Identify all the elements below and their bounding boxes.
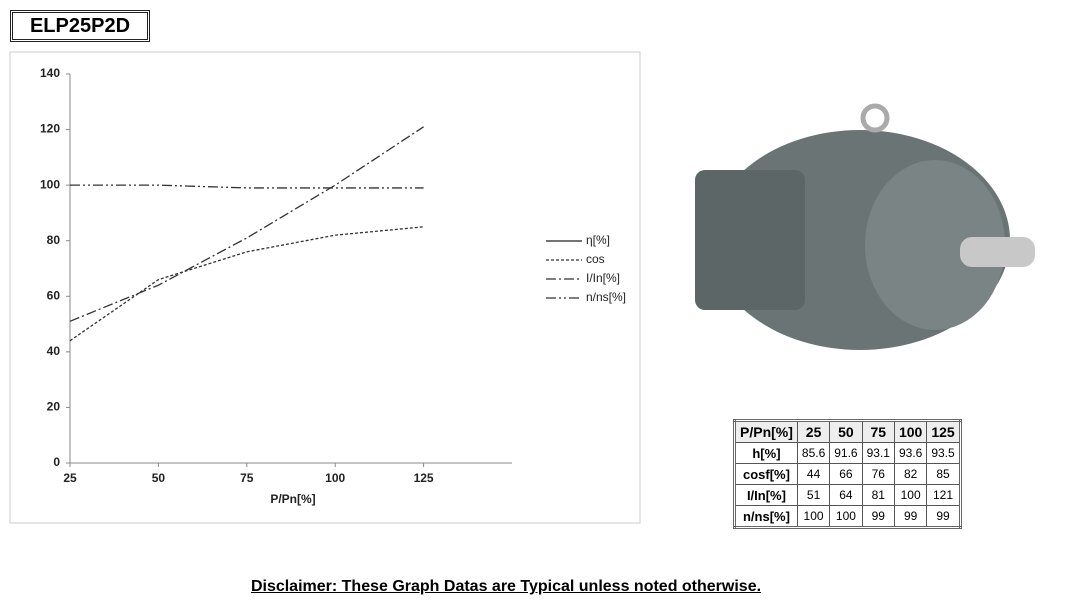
legend-label: I/In[%] xyxy=(586,271,620,285)
table-cell: 99 xyxy=(926,505,961,528)
y-tick-label: 120 xyxy=(40,122,60,136)
table-cell: 51 xyxy=(796,484,831,506)
y-tick-label: 140 xyxy=(40,66,60,80)
end-shield xyxy=(865,160,1005,330)
table-cell: 93.6 xyxy=(893,442,928,464)
table-cell: cosf[%] xyxy=(734,463,798,485)
chart-frame xyxy=(9,51,641,524)
eye-bolt xyxy=(860,103,890,133)
x-axis-label: P/Pn[%] xyxy=(270,492,315,506)
table-cell: 93.1 xyxy=(861,442,895,464)
table-row: h[%] 85.6 91.6 93.1 93.6 93.5 xyxy=(734,442,961,464)
table-cell: 91.6 xyxy=(829,442,863,464)
title: ELP25P2D xyxy=(10,10,150,42)
table-cell: I/In[%] xyxy=(734,484,798,506)
x-tick-label: 125 xyxy=(414,471,434,485)
table-cell: 81 xyxy=(861,484,895,506)
y-tick-label: 100 xyxy=(40,177,60,191)
table-cell: 85 xyxy=(926,463,961,485)
table-cell: P/Pn[%] xyxy=(734,420,798,443)
table-cell: 99 xyxy=(861,505,895,528)
y-tick-label: 40 xyxy=(47,344,61,358)
table-cell: 50 xyxy=(829,420,863,443)
table-cell: 25 xyxy=(796,420,831,443)
table-cell: 100 xyxy=(893,484,928,506)
legend-label: cos xyxy=(586,252,605,266)
table-cell: 93.5 xyxy=(926,442,961,464)
shaft xyxy=(960,237,1035,267)
table-cell: 99 xyxy=(893,505,928,528)
series-line xyxy=(69,226,424,342)
table-cell: 82 xyxy=(893,463,928,485)
table-cell: 85.6 xyxy=(796,442,831,464)
table-cell: h[%] xyxy=(734,442,798,464)
y-tick-label: 60 xyxy=(47,288,61,302)
motor-photo xyxy=(695,103,1035,350)
table-cell: 75 xyxy=(861,420,895,443)
x-tick-label: 25 xyxy=(63,471,77,485)
table-cell: 125 xyxy=(926,420,961,443)
table-cell: 100 xyxy=(829,505,863,528)
table-cell: n/ns[%] xyxy=(734,505,798,528)
table-cell: 100 xyxy=(893,420,928,443)
data-table: P/Pn[%] 25 50 75 100 125 h[%] 85.6 91.6 93.1 93.6 9… xyxy=(733,419,962,529)
y-tick-label: 20 xyxy=(47,400,61,414)
table-row: cosf[%] 44 66 76 82 85 xyxy=(734,463,961,485)
y-tick-label: 80 xyxy=(47,233,61,247)
y-tick-label: 0 xyxy=(53,455,60,469)
table-row: I/In[%] 51 64 81 100 121 xyxy=(734,484,961,506)
terminal-box xyxy=(695,170,805,310)
legend-label: η[%] xyxy=(586,233,610,247)
x-tick-label: 50 xyxy=(152,471,166,485)
table-row: P/Pn[%] 25 50 75 100 125 xyxy=(734,420,961,443)
disclaimer: Disclaimer: These Graph Datas are Typica… xyxy=(250,578,762,595)
x-tick-label: 100 xyxy=(325,471,345,485)
table-cell: 44 xyxy=(796,463,831,485)
series-line xyxy=(70,184,424,189)
table-cell: 66 xyxy=(829,463,863,485)
table-cell: 76 xyxy=(861,463,895,485)
x-tick-label: 75 xyxy=(240,471,254,485)
table-cell: 100 xyxy=(796,505,831,528)
table-row: n/ns[%] 100 100 99 99 99 xyxy=(734,505,961,528)
table-cell: 64 xyxy=(829,484,863,506)
series-line xyxy=(69,126,424,322)
legend-label: n/ns[%] xyxy=(586,290,626,304)
table-cell: 121 xyxy=(926,484,961,506)
